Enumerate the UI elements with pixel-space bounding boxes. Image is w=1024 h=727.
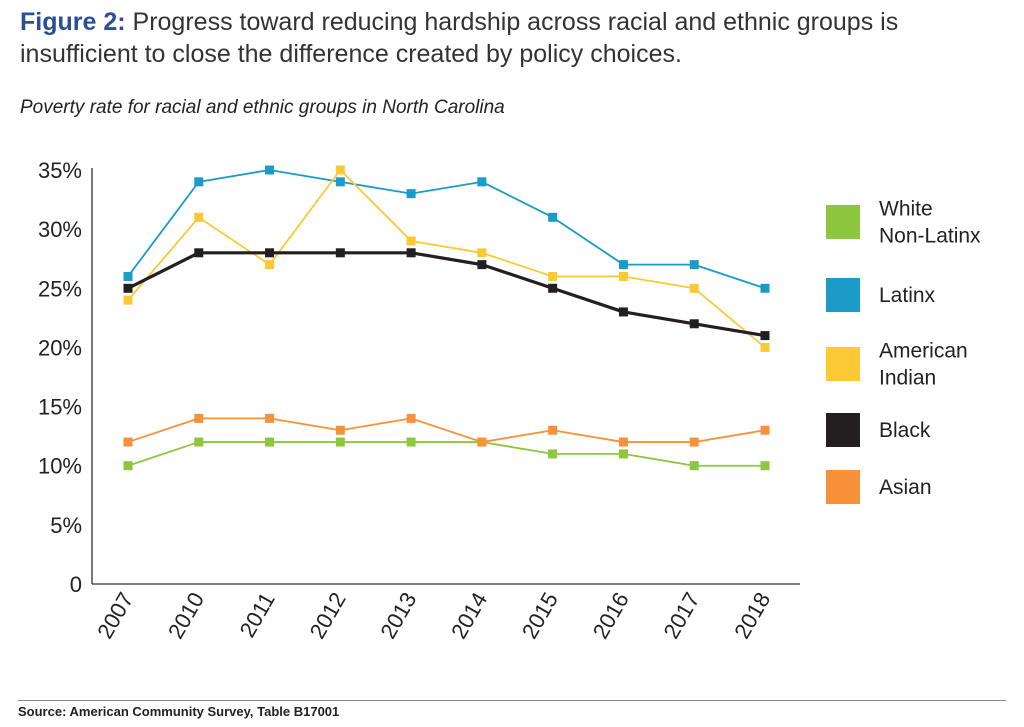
data-point-latinx bbox=[548, 212, 558, 222]
legend-label: Latinx bbox=[879, 284, 936, 307]
x-tick-label: 2013 bbox=[375, 588, 421, 643]
data-point-asian bbox=[265, 413, 275, 423]
data-point-latinx bbox=[406, 189, 416, 199]
footer-divider bbox=[18, 700, 1006, 701]
data-point-latinx bbox=[760, 283, 770, 293]
data-point-black bbox=[123, 283, 133, 293]
data-point-latinx bbox=[265, 165, 275, 175]
figure-label: Figure 2: bbox=[20, 8, 126, 36]
y-tick-label: 25% bbox=[38, 276, 82, 301]
y-tick-label: 0 bbox=[70, 572, 82, 597]
data-point-american-indian bbox=[548, 271, 558, 281]
data-point-black bbox=[406, 248, 416, 258]
data-point-white-non-latinx bbox=[618, 449, 628, 459]
data-point-latinx bbox=[618, 260, 628, 270]
data-point-black bbox=[335, 248, 345, 258]
data-point-latinx bbox=[335, 177, 345, 187]
data-point-american-indian bbox=[123, 295, 133, 305]
x-tick-label: 2010 bbox=[163, 588, 209, 643]
legend-label: Indian bbox=[879, 367, 936, 390]
series-line-american-indian bbox=[127, 169, 766, 349]
chart-subtitle: Poverty rate for racial and ethnic group… bbox=[20, 97, 505, 118]
data-point-black bbox=[194, 248, 204, 258]
data-point-black bbox=[265, 248, 275, 258]
x-tick-label: 2012 bbox=[305, 588, 351, 643]
y-tick-label: 5% bbox=[50, 513, 82, 538]
data-point-asian bbox=[406, 413, 416, 423]
data-point-american-indian bbox=[335, 165, 345, 175]
data-point-black bbox=[548, 283, 558, 293]
data-point-white-non-latinx bbox=[406, 437, 416, 447]
data-point-american-indian bbox=[477, 248, 487, 258]
legend-label: Non-Latinx bbox=[879, 225, 981, 248]
line-chart: 05%10%15%20%25%30%35% 2007 2010 2011 2012 20… bbox=[38, 158, 981, 643]
series-line-black bbox=[127, 251, 766, 338]
series-line-asian bbox=[127, 417, 766, 443]
legend-swatch-black bbox=[826, 413, 860, 447]
x-tick-label: 2007 bbox=[92, 588, 138, 643]
legend-swatch-latinx bbox=[826, 278, 860, 312]
data-point-asian bbox=[618, 437, 628, 447]
legend-label: White bbox=[879, 198, 933, 221]
y-tick-label: 35% bbox=[38, 158, 82, 183]
x-tick-label: 2011 bbox=[235, 588, 280, 641]
figure-title-text: Progress toward reducing hardship across… bbox=[20, 8, 899, 68]
x-axis-ticks: 2007 2010 2011 2012 2013 2014 2015 2016 2017 2018 bbox=[92, 588, 775, 643]
x-tick-label: 2015 bbox=[517, 588, 563, 643]
figure-title: Figure 2: Progress toward reducing hards… bbox=[20, 6, 1010, 70]
data-point-latinx bbox=[123, 271, 133, 281]
chart-legend: White Non-Latinx Latinx American Indian Black… bbox=[826, 198, 981, 504]
y-tick-label: 20% bbox=[38, 335, 82, 360]
y-axis-ticks: 0 5% 10% 15% 20% 25% 30% 35% bbox=[38, 158, 82, 597]
x-tick-label: 2014 bbox=[446, 588, 492, 643]
data-point-asian bbox=[335, 425, 345, 435]
legend-swatch-american-indian bbox=[826, 347, 860, 381]
legend-label: American bbox=[879, 340, 968, 363]
series-line-latinx bbox=[127, 169, 766, 290]
x-tick-label: 2017 bbox=[658, 588, 704, 643]
data-point-asian bbox=[123, 437, 133, 447]
y-tick-label: 30% bbox=[38, 217, 82, 242]
data-point-american-indian bbox=[618, 271, 628, 281]
series-line-white-non-latinx bbox=[127, 441, 765, 467]
data-point-latinx bbox=[477, 177, 487, 187]
data-point-white-non-latinx bbox=[760, 461, 770, 471]
data-point-white-non-latinx bbox=[194, 437, 204, 447]
chart-axes bbox=[91, 168, 800, 585]
data-point-white-non-latinx bbox=[548, 449, 558, 459]
y-tick-label: 15% bbox=[38, 395, 82, 420]
x-tick-label: 2016 bbox=[588, 588, 634, 643]
data-point-asian bbox=[477, 437, 487, 447]
data-point-white-non-latinx bbox=[123, 461, 133, 471]
data-point-asian bbox=[194, 413, 204, 423]
data-point-american-indian bbox=[265, 260, 275, 270]
data-point-latinx bbox=[689, 260, 699, 270]
chart-series bbox=[123, 165, 770, 471]
data-point-white-non-latinx bbox=[689, 461, 699, 471]
y-tick-label: 10% bbox=[38, 454, 82, 479]
data-point-black bbox=[689, 319, 699, 329]
data-point-asian bbox=[548, 425, 558, 435]
data-point-latinx bbox=[194, 177, 204, 187]
data-point-black bbox=[618, 307, 628, 317]
legend-label: Asian bbox=[879, 476, 932, 499]
data-point-black bbox=[477, 260, 487, 270]
source-note: Source: American Community Survey, Table… bbox=[18, 704, 340, 719]
data-point-american-indian bbox=[194, 212, 204, 222]
legend-label: Black bbox=[879, 419, 931, 442]
x-tick-label: 2018 bbox=[729, 588, 775, 643]
data-point-white-non-latinx bbox=[335, 437, 345, 447]
legend-swatch-asian bbox=[826, 470, 860, 504]
legend-swatch-white-non-latinx bbox=[826, 205, 860, 239]
data-point-asian bbox=[689, 437, 699, 447]
data-point-american-indian bbox=[406, 236, 416, 246]
data-point-white-non-latinx bbox=[265, 437, 275, 447]
data-point-black bbox=[760, 331, 770, 341]
data-point-american-indian bbox=[760, 342, 770, 352]
data-point-asian bbox=[760, 425, 770, 435]
data-point-american-indian bbox=[689, 283, 699, 293]
